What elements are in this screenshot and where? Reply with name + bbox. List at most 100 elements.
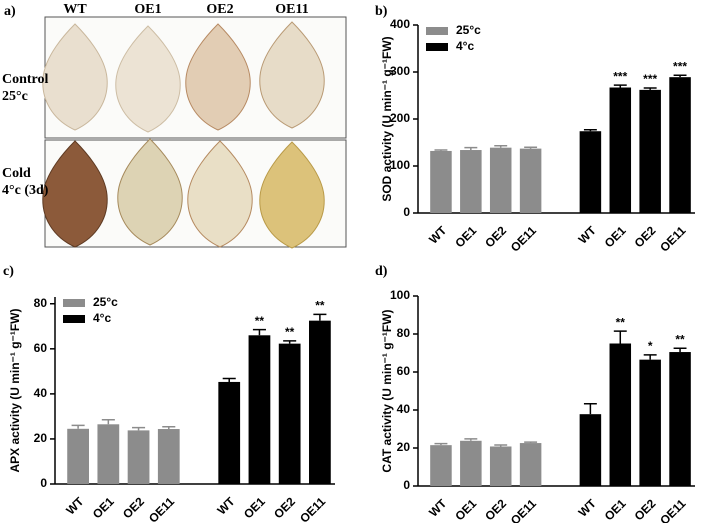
x-tick-label: WT	[214, 494, 238, 518]
legend-label: 25°c	[456, 23, 481, 37]
row-label: 4°c (3d)	[2, 183, 49, 198]
x-tick-label: OE11	[508, 496, 539, 523]
legend-swatch	[63, 299, 85, 307]
photo-panel: a) WT OE1 OE2 OE11 Control 25°c Cold 4°c…	[2, 2, 347, 249]
error-bar	[132, 426, 146, 431]
x-tick-label: OE1	[241, 494, 268, 521]
legend-swatch	[426, 27, 448, 35]
error-bar	[283, 340, 297, 344]
error-bar	[222, 377, 236, 382]
row-label: Control	[2, 72, 49, 87]
bar	[460, 150, 482, 213]
x-tick-label: OE2	[482, 496, 509, 523]
bar	[519, 148, 542, 213]
bar	[609, 343, 632, 486]
error-bar	[71, 424, 85, 429]
error-bar	[464, 438, 478, 441]
bar	[460, 440, 482, 486]
y-tick-label: 300	[390, 64, 410, 78]
error-bar	[613, 84, 627, 88]
x-tick-label: OE1	[452, 223, 479, 250]
bar	[157, 429, 180, 484]
column-label: OE11	[275, 2, 308, 17]
bar	[489, 147, 512, 213]
error-bar	[643, 87, 657, 90]
legend-label: 25°c	[93, 295, 118, 309]
x-tick-label: OE2	[482, 223, 509, 250]
error-bar	[524, 146, 538, 149]
y-tick-label: 20	[34, 431, 48, 445]
bar	[97, 424, 120, 484]
significance-label: **	[315, 299, 325, 313]
row-label: 25°c	[2, 89, 28, 104]
x-tick-label: OE11	[508, 223, 539, 254]
y-tick-label: 0	[40, 476, 47, 490]
bar	[639, 89, 661, 213]
bar	[278, 343, 301, 484]
x-tick-label: OE11	[657, 223, 688, 254]
error-bar	[494, 444, 508, 447]
panel-label: c)	[3, 264, 14, 279]
bar	[127, 430, 150, 484]
legend-label: 4°c	[456, 39, 474, 53]
error-bar	[464, 146, 478, 151]
row-label: Cold	[2, 166, 31, 181]
error-bar	[434, 149, 448, 151]
y-tick-label: 40	[397, 402, 411, 416]
bar	[639, 359, 661, 486]
legend-swatch	[63, 315, 85, 323]
significance-label: **	[255, 314, 265, 328]
x-tick-label: OE1	[452, 496, 479, 523]
column-label: OE2	[206, 2, 233, 17]
error-bar	[252, 328, 266, 336]
x-tick-label: OE11	[297, 494, 328, 523]
bar	[309, 320, 331, 484]
y-tick-label: 100	[390, 288, 410, 302]
x-tick-label: OE1	[602, 223, 629, 250]
error-bar	[434, 442, 448, 446]
y-axis-title: SOD activity (U min⁻¹ g⁻¹FW)	[380, 36, 394, 201]
y-tick-label: 60	[397, 364, 411, 378]
y-tick-label: 400	[390, 17, 410, 31]
error-bar	[583, 402, 597, 415]
x-tick-label: WT	[426, 496, 450, 520]
legend-swatch	[426, 43, 448, 51]
y-tick-label: 20	[397, 440, 411, 454]
error-bar	[673, 74, 687, 78]
significance-label: ***	[643, 72, 657, 86]
legend-label: 4°c	[93, 311, 111, 325]
y-tick-label: 40	[34, 386, 48, 400]
error-bar	[101, 419, 115, 425]
x-tick-label: WT	[576, 496, 600, 520]
y-tick-label: 60	[34, 341, 48, 355]
bar	[579, 131, 602, 213]
bar	[519, 443, 542, 486]
significance-label: **	[616, 315, 626, 329]
x-tick-label: OE11	[657, 496, 688, 523]
bar	[579, 414, 602, 486]
x-tick-label: WT	[63, 494, 87, 518]
bar	[67, 428, 89, 484]
column-label: WT	[63, 2, 87, 17]
bar	[609, 87, 632, 213]
y-tick-label: 80	[34, 296, 48, 310]
x-tick-label: WT	[576, 223, 600, 247]
x-tick-label: OE2	[120, 494, 147, 521]
bar	[248, 335, 271, 484]
bar	[669, 77, 691, 213]
y-tick-label: 100	[390, 158, 410, 172]
bar	[218, 381, 241, 484]
error-bar	[494, 145, 508, 148]
x-tick-label: WT	[426, 223, 450, 247]
column-label: OE1	[134, 2, 161, 17]
y-tick-label: 0	[403, 478, 410, 492]
x-tick-label: OE2	[632, 496, 659, 523]
y-tick-label: 0	[403, 205, 410, 219]
significance-label: **	[675, 332, 685, 346]
panel-label: b)	[375, 4, 388, 19]
bar	[430, 150, 452, 213]
error-bar	[524, 441, 538, 444]
error-bar	[613, 330, 627, 344]
error-bar	[583, 129, 597, 132]
